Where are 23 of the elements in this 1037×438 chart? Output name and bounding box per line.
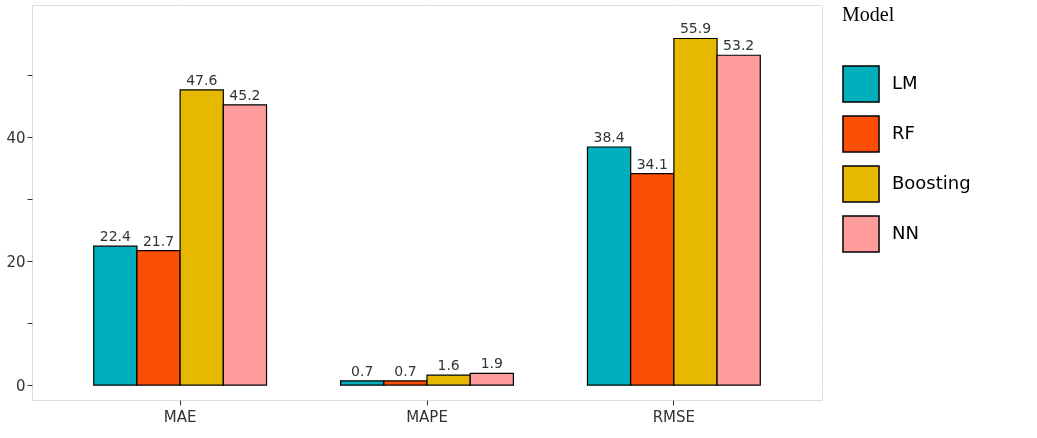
legend-label: Boosting — [892, 172, 971, 193]
x-tick-label: MAPE — [406, 407, 448, 426]
y-tick-label: 40 — [6, 128, 26, 147]
legend-label: LM — [892, 72, 918, 93]
data-label: 0.7 — [351, 362, 374, 379]
data-label: 0.7 — [394, 362, 417, 379]
legend-label: NN — [892, 222, 919, 243]
y-tick-label: 0 — [15, 376, 26, 395]
data-label: 1.6 — [437, 357, 460, 374]
data-label: 53.2 — [723, 37, 755, 54]
data-label: 22.4 — [99, 228, 131, 245]
data-label: 21.7 — [142, 232, 175, 249]
data-label: 34.1 — [636, 155, 668, 172]
legend-label: RF — [892, 122, 915, 143]
data-label: 1.9 — [480, 355, 503, 372]
data-label: 38.4 — [593, 129, 625, 145]
x-tick-label: RMSE — [652, 407, 696, 426]
y-tick-label: 20 — [6, 252, 26, 271]
data-label: 47.6 — [186, 71, 218, 88]
x-tick-label: MAE — [163, 407, 197, 426]
data-label: 55.9 — [679, 20, 712, 37]
data-label: 45.2 — [229, 86, 261, 103]
legend-title: Model — [842, 3, 895, 25]
